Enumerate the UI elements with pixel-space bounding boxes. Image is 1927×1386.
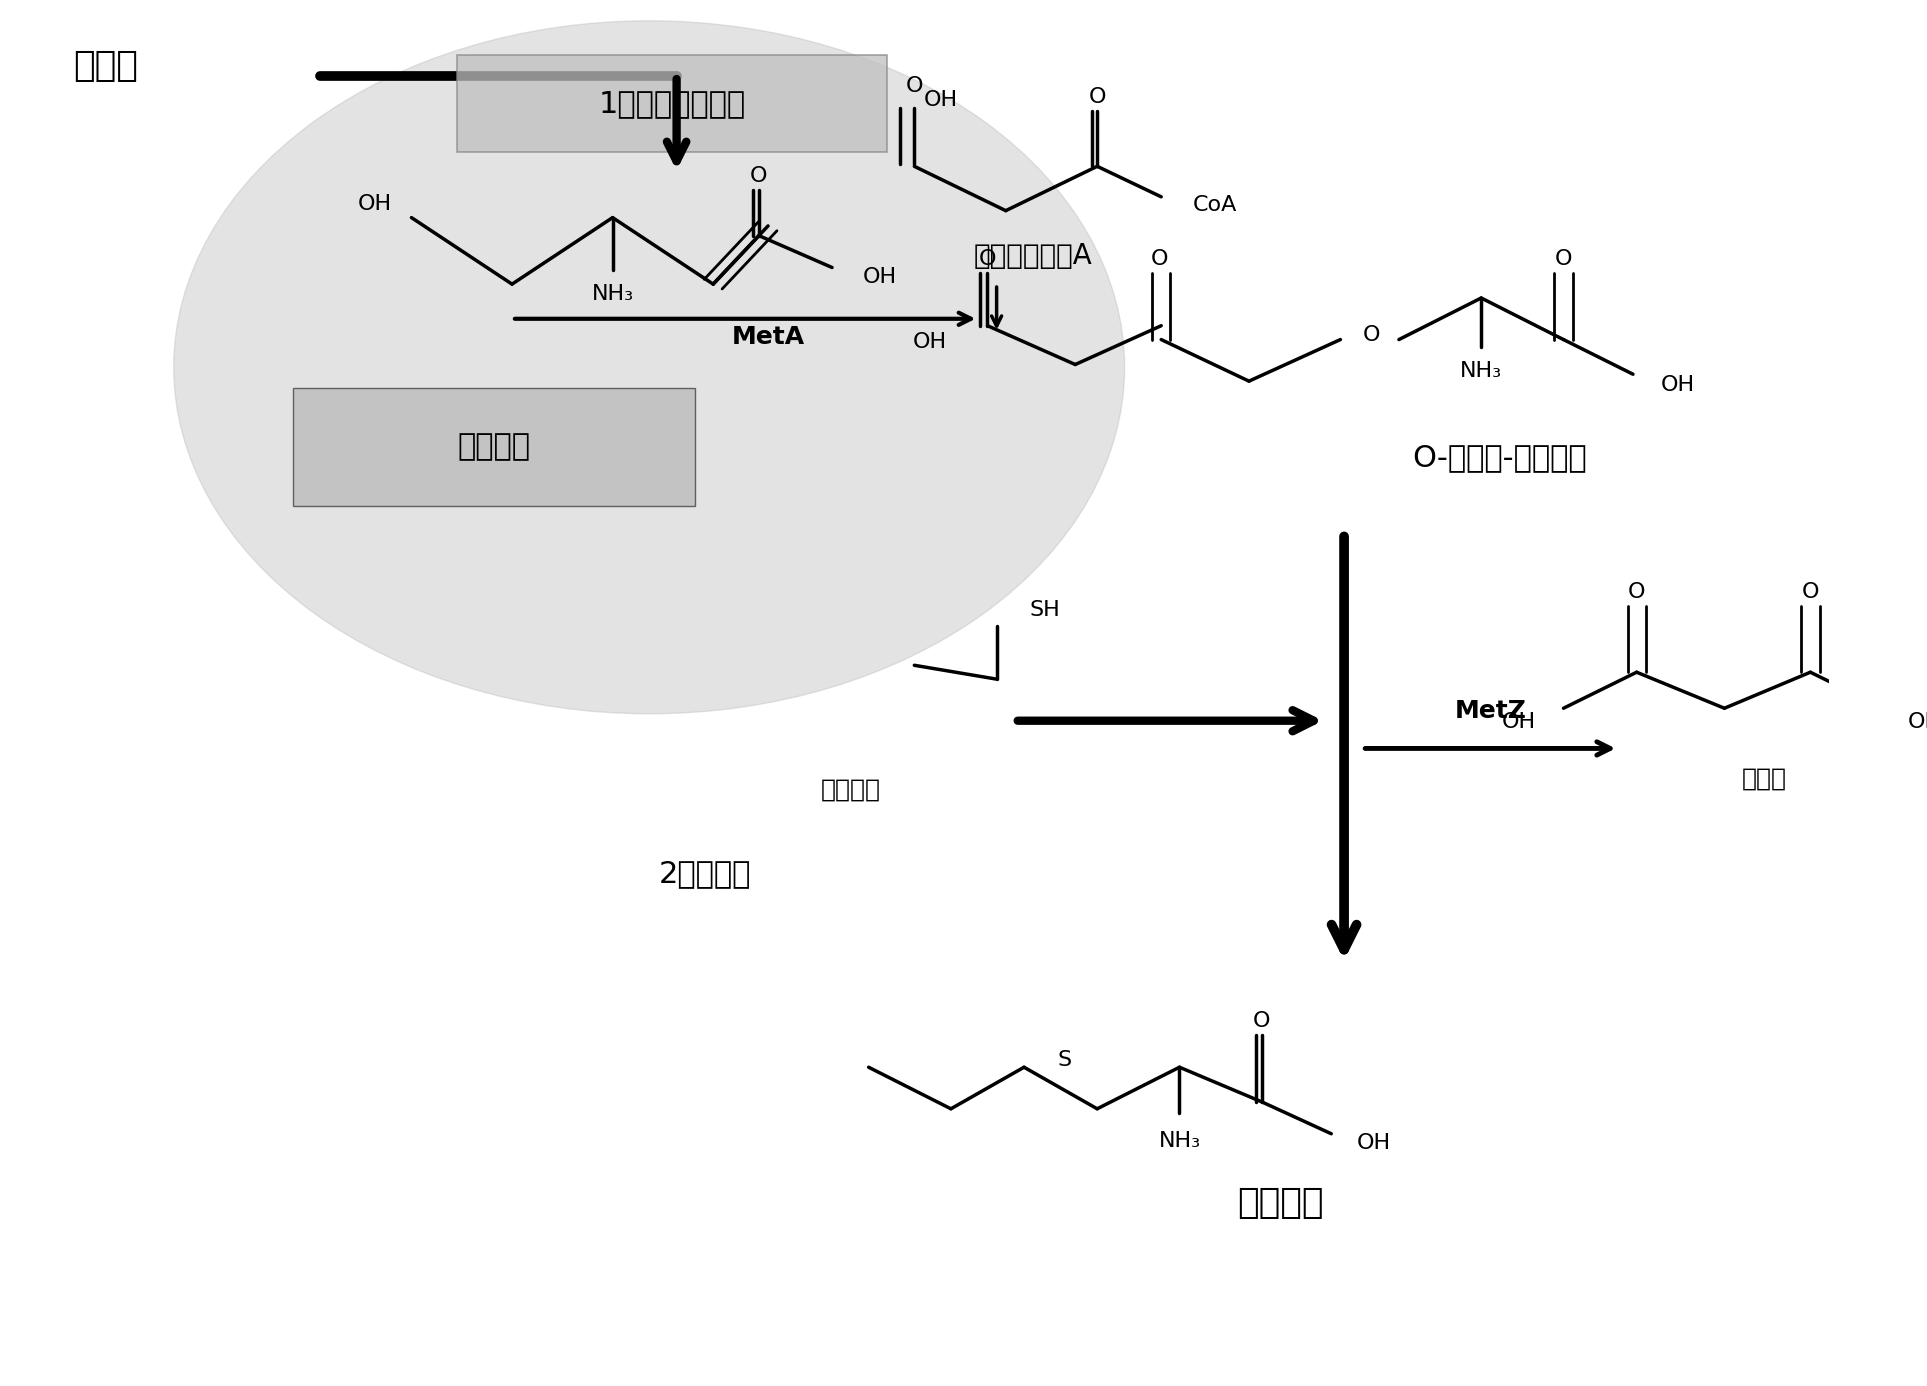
- Text: O: O: [1253, 1012, 1270, 1031]
- Text: OH: OH: [1357, 1134, 1391, 1153]
- FancyBboxPatch shape: [457, 55, 886, 152]
- Text: MetZ: MetZ: [1455, 699, 1526, 723]
- Text: 2：酶反应: 2：酶反应: [659, 859, 752, 887]
- Ellipse shape: [173, 21, 1125, 714]
- Text: MetA: MetA: [732, 324, 805, 349]
- Text: NH₃: NH₃: [592, 284, 634, 304]
- Text: O: O: [1802, 582, 1819, 602]
- Text: 高丝氨酸: 高丝氨酸: [457, 432, 530, 462]
- Text: 琥珀酸: 琥珀酸: [1742, 766, 1786, 791]
- Text: O: O: [1089, 87, 1106, 107]
- Text: O: O: [906, 76, 923, 96]
- Text: O: O: [979, 249, 996, 269]
- Text: 琥珀酰－辅酶A: 琥珀酰－辅酶A: [973, 243, 1093, 270]
- Text: NH₃: NH₃: [1461, 362, 1503, 381]
- Text: O: O: [1628, 582, 1646, 602]
- Text: S: S: [1058, 1051, 1071, 1070]
- Text: O: O: [1150, 249, 1168, 269]
- Text: SH: SH: [1029, 600, 1060, 620]
- Text: OH: OH: [1661, 376, 1694, 395]
- Text: OH: OH: [358, 194, 391, 213]
- Text: OH: OH: [863, 267, 898, 287]
- Text: 1：大肠杆菌发酵: 1：大肠杆菌发酵: [599, 90, 746, 118]
- Text: 葡萄糖: 葡萄糖: [73, 49, 139, 83]
- Text: O: O: [750, 166, 767, 186]
- Text: NH₃: NH₃: [1158, 1131, 1201, 1150]
- Text: CoA: CoA: [1193, 195, 1237, 215]
- Text: O: O: [1362, 326, 1380, 345]
- FancyBboxPatch shape: [293, 388, 696, 506]
- Text: O: O: [1555, 249, 1572, 269]
- Text: 甲硫氨酸: 甲硫氨酸: [1237, 1186, 1324, 1220]
- Text: OH: OH: [913, 333, 948, 352]
- Text: 甲基疏醇: 甲基疏醇: [821, 778, 881, 802]
- Text: OH: OH: [1908, 712, 1927, 732]
- Text: OH: OH: [923, 90, 958, 109]
- Text: OH: OH: [1501, 712, 1536, 732]
- Text: O-琥铂酰-高丝氨酸: O-琥铂酰-高丝氨酸: [1412, 444, 1586, 471]
